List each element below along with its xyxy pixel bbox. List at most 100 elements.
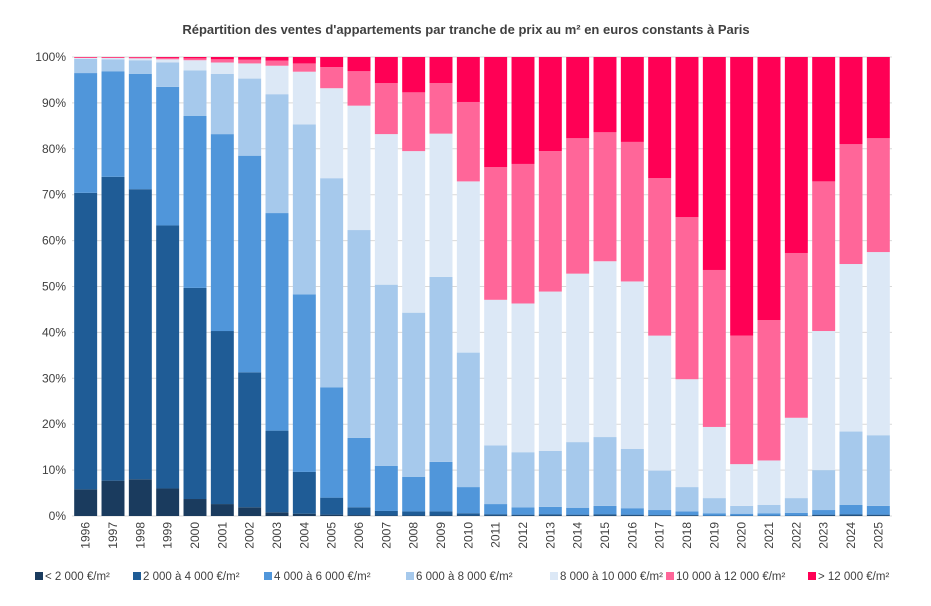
bar-segment-2015-6 <box>594 57 617 132</box>
x-tick-label: 1997 <box>106 522 120 549</box>
bar-segment-2001-4 <box>211 63 234 74</box>
x-tick-label: 1999 <box>161 522 175 549</box>
bar-segment-2004-5 <box>293 63 316 71</box>
bar-segment-2013-1 <box>539 514 562 515</box>
bar-segment-2004-1 <box>293 472 316 514</box>
bar-segment-2007-4 <box>375 134 398 285</box>
bar-segment-2001-3 <box>211 74 234 134</box>
bar-segment-2006-2 <box>348 438 371 507</box>
bar-segment-2001-5 <box>211 59 234 62</box>
legend: < 2 000 €/m² 2 000 à 4 000 €/m² 4 000 à 6 … <box>35 571 889 583</box>
legend-item: 4 000 à 6 000 €/m² <box>264 571 371 583</box>
legend-swatch <box>35 572 43 580</box>
legend-label: < 2 000 €/m² <box>45 571 110 583</box>
bar-segment-2000-0 <box>184 499 207 516</box>
bar-segment-2014-1 <box>566 515 589 516</box>
bar-segment-1999-5 <box>156 58 179 59</box>
bar-segment-2002-3 <box>238 79 261 156</box>
bar-segment-2019-6 <box>703 57 726 270</box>
bar-segment-2002-5 <box>238 60 261 64</box>
bar-segment-2003-3 <box>266 94 289 213</box>
x-tick-label: 2015 <box>598 522 612 549</box>
bar-segment-2017-3 <box>648 471 671 510</box>
bar-segment-2001-1 <box>211 331 234 504</box>
bar-segment-2002-4 <box>238 63 261 78</box>
bar-segment-2008-5 <box>402 92 425 151</box>
bar-segment-2019-5 <box>703 270 726 427</box>
bar-segment-2025-3 <box>867 435 890 506</box>
bar-segment-2014-2 <box>566 508 589 515</box>
bar-segment-2010-3 <box>457 353 480 487</box>
y-tick-label: 10% <box>42 463 66 477</box>
bar-segment-2024-5 <box>840 144 863 264</box>
bar-segment-2022-6 <box>785 57 808 253</box>
legend-item: 10 000 à 12 000 €/m² <box>666 571 785 583</box>
legend-item: 8 000 à 10 000 €/m² <box>550 571 663 583</box>
bar-segment-2006-5 <box>348 71 371 105</box>
x-tick-label: 2021 <box>762 522 776 549</box>
bar-segment-2011-6 <box>484 57 507 167</box>
bar-segment-2008-3 <box>402 313 425 477</box>
y-axis: 0%10%20%30%40%50%60%70%80%90%100% <box>35 50 66 523</box>
legend-item: 2 000 à 4 000 €/m² <box>133 571 240 583</box>
bar-segment-2010-5 <box>457 102 480 181</box>
legend-swatch <box>264 572 272 580</box>
bar-segment-1996-3 <box>74 59 97 73</box>
bar-segment-2008-6 <box>402 57 425 92</box>
x-tick-label: 2010 <box>461 522 475 549</box>
bar-segment-2017-6 <box>648 57 671 178</box>
bar-segment-2015-4 <box>594 261 617 437</box>
bar-segment-2021-3 <box>758 505 781 513</box>
bar-segment-2017-5 <box>648 178 671 335</box>
bar-segment-2025-1 <box>867 515 890 516</box>
bar-segment-2011-1 <box>484 514 507 515</box>
bar-segment-2006-4 <box>348 106 371 230</box>
bar-segment-2009-6 <box>430 57 453 83</box>
legend-swatch <box>808 572 816 580</box>
bar-segment-2009-4 <box>430 134 453 277</box>
bar-segment-2003-0 <box>266 512 289 516</box>
x-tick-label: 2013 <box>543 522 557 549</box>
bar-segment-2003-1 <box>266 431 289 513</box>
bar-segment-2006-0 <box>348 515 371 516</box>
bar-segment-2001-6 <box>211 57 234 59</box>
legend-item: > 12 000 €/m² <box>808 571 889 583</box>
bar-segment-2014-6 <box>566 57 589 138</box>
x-tick-label: 2011 <box>489 522 503 548</box>
bar-segment-2012-1 <box>512 515 535 516</box>
bar-segment-2006-3 <box>348 230 371 438</box>
bar-segment-2013-5 <box>539 151 562 291</box>
bar-segment-2008-2 <box>402 477 425 511</box>
bar-segment-2007-3 <box>375 285 398 466</box>
legend-swatch <box>406 572 414 580</box>
bar-segment-1998-2 <box>129 74 152 189</box>
bar-segment-2023-2 <box>812 510 835 515</box>
bar-segment-2005-3 <box>320 178 343 387</box>
bar-segment-2004-6 <box>293 57 316 63</box>
bar-segment-1999-3 <box>156 63 179 87</box>
x-tick-label: 2024 <box>844 522 858 549</box>
y-tick-label: 40% <box>42 325 66 339</box>
bar-segment-2011-2 <box>484 504 507 514</box>
bar-segment-2003-4 <box>266 66 289 94</box>
bar-segment-2004-4 <box>293 72 316 125</box>
x-tick-label: 2017 <box>653 522 667 549</box>
bar-segment-2018-2 <box>676 511 699 515</box>
bar-segment-2009-5 <box>430 83 453 133</box>
bar-segment-1997-4 <box>102 58 125 59</box>
bar-segment-2009-1 <box>430 511 453 515</box>
bar-segment-2002-6 <box>238 57 261 60</box>
x-tick-label: 2016 <box>625 522 639 549</box>
bar-segment-1999-1 <box>156 225 179 488</box>
bar-segment-2020-4 <box>730 464 753 506</box>
bar-segment-2007-6 <box>375 57 398 83</box>
y-tick-label: 60% <box>42 234 66 248</box>
bar-segment-2003-5 <box>266 61 289 66</box>
bar-segment-2009-3 <box>430 277 453 462</box>
bar-segment-1998-4 <box>129 58 152 60</box>
bar-segment-2001-2 <box>211 134 234 331</box>
bar-segment-2021-2 <box>758 513 781 515</box>
legend-swatch <box>133 572 141 580</box>
legend-label: > 12 000 €/m² <box>818 571 889 583</box>
y-tick-label: 90% <box>42 96 66 110</box>
